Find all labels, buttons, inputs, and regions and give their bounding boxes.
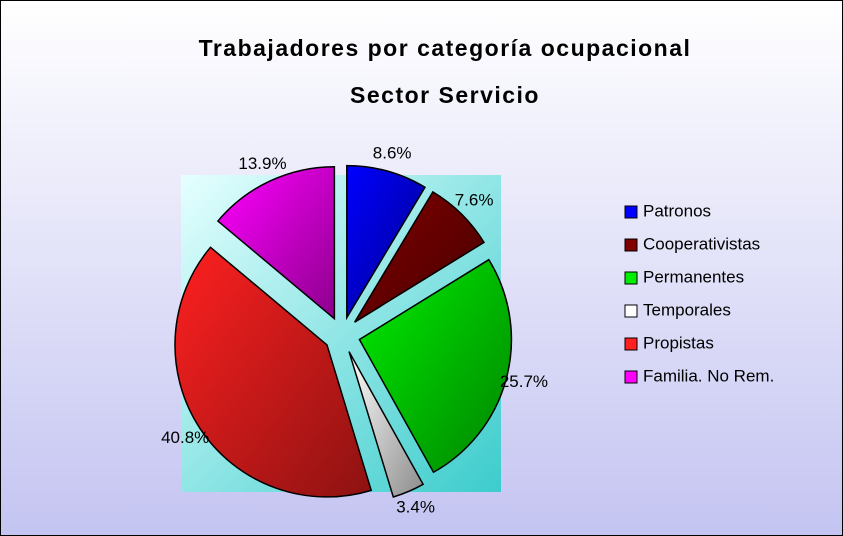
- data-label: 13.9%: [238, 154, 286, 173]
- data-label: 40.8%: [161, 428, 209, 447]
- chart-title: Trabajadores por categoría ocupacional: [199, 35, 692, 61]
- data-label: 8.6%: [373, 143, 412, 162]
- legend-swatch: [624, 205, 638, 219]
- legend-label: Propistas: [643, 333, 714, 352]
- legend-label: Familia. No Rem.: [643, 366, 774, 385]
- data-label: 7.6%: [455, 191, 494, 210]
- legend-label: Temporales: [643, 300, 731, 319]
- legend-swatch: [624, 271, 638, 285]
- legend-swatch: [624, 337, 638, 351]
- legend-label: Permanentes: [643, 267, 744, 286]
- legend-swatch: [624, 370, 638, 384]
- legend-swatch: [624, 238, 638, 252]
- legend-label: Cooperativistas: [643, 234, 760, 253]
- legend-label: Patronos: [643, 201, 711, 220]
- data-label: 3.4%: [396, 497, 435, 516]
- chart-subtitle: Sector Servicio: [350, 82, 540, 108]
- legend-swatch: [624, 304, 638, 318]
- data-label: 25.7%: [500, 372, 548, 391]
